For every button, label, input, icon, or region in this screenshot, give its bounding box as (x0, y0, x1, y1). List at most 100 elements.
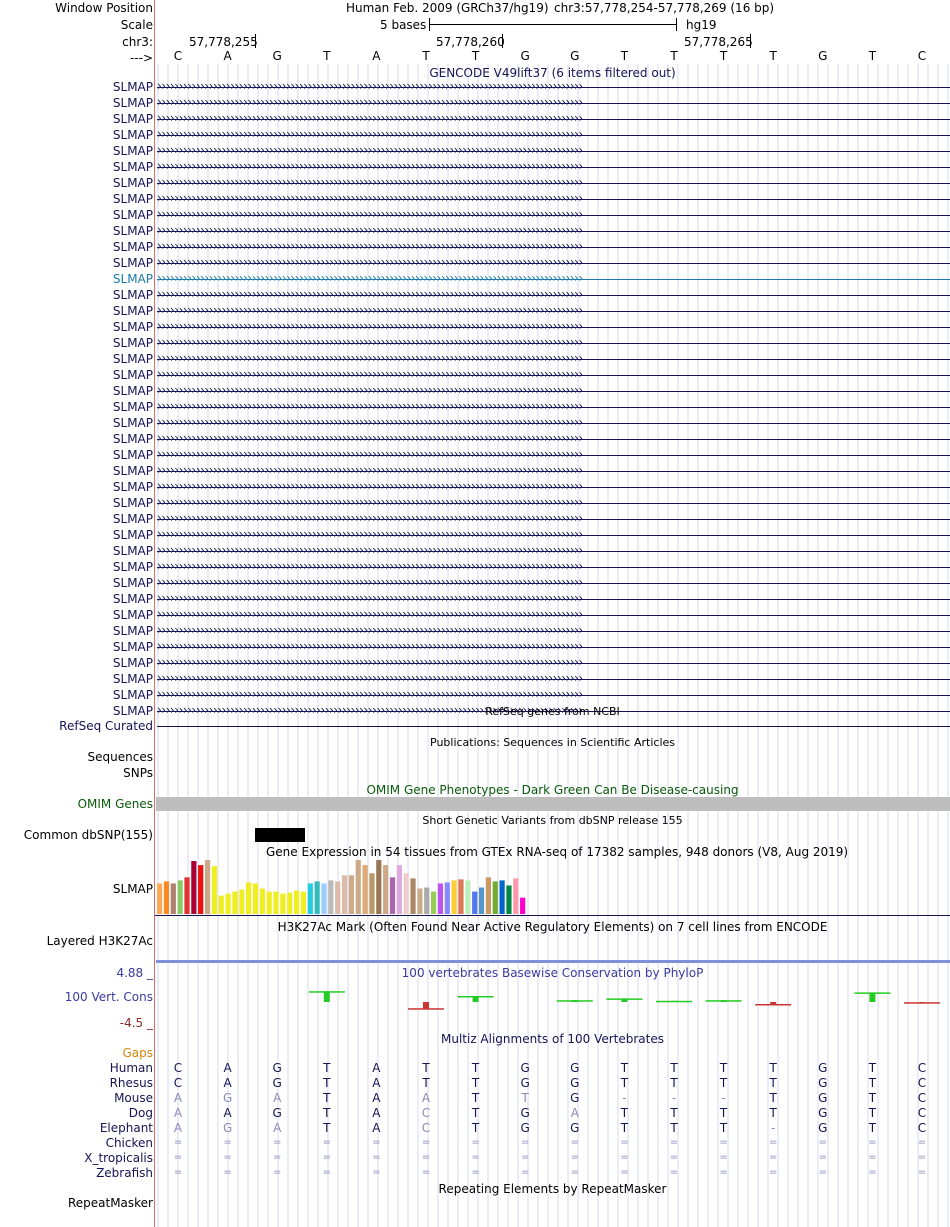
gencode-transcript-label[interactable]: SLMAP (112, 624, 153, 638)
gencode-transcript-row[interactable]: ››››››››››››››››››››››››››››››››››››››››… (157, 176, 950, 190)
gencode-transcript-label[interactable]: SLMAP (112, 672, 153, 686)
gencode-transcript-label[interactable]: SLMAP (112, 640, 153, 654)
gencode-transcript-label[interactable]: SLMAP (112, 368, 153, 382)
gencode-transcript-row[interactable]: ››››››››››››››››››››››››››››››››››››››››… (157, 256, 950, 270)
conservation-plot[interactable] (155, 980, 950, 1025)
gencode-transcript-row[interactable]: ››››››››››››››››››››››››››››››››››››››››… (157, 688, 950, 702)
gencode-transcript-row[interactable]: ››››››››››››››››››››››››››››››››››››››››… (157, 656, 950, 670)
gencode-transcript-label[interactable]: SLMAP (112, 256, 153, 270)
omim-label[interactable]: OMIM Genes (77, 797, 153, 811)
gencode-transcript-label[interactable]: SLMAP (112, 688, 153, 702)
gencode-transcript-row[interactable]: ››››››››››››››››››››››››››››››››››››››››… (157, 240, 950, 254)
gencode-transcript-row[interactable]: ››››››››››››››››››››››››››››››››››››››››… (157, 448, 950, 462)
species-label[interactable]: Chicken (105, 1136, 153, 1150)
gencode-transcript-row[interactable]: ››››››››››››››››››››››››››››››››››››››››… (157, 496, 950, 510)
gencode-transcript-row[interactable]: ››››››››››››››››››››››››››››››››››››››››… (157, 304, 950, 318)
gencode-transcript-label[interactable]: SLMAP (112, 112, 153, 126)
gencode-transcript-row[interactable]: ››››››››››››››››››››››››››››››››››››››››… (157, 112, 950, 126)
dbsnp-variant-mark[interactable] (255, 828, 305, 842)
gencode-transcript-label[interactable]: SLMAP (112, 240, 153, 254)
gencode-transcript-label[interactable]: SLMAP (112, 416, 153, 430)
gencode-transcript-label[interactable]: SLMAP (112, 512, 153, 526)
gencode-transcript-label[interactable]: SLMAP (112, 288, 153, 302)
gencode-transcript-row[interactable]: ››››››››››››››››››››››››››››››››››››››››… (157, 400, 950, 414)
pubs-label-snps[interactable]: SNPs (123, 766, 153, 780)
omim-gene-bar[interactable] (156, 797, 950, 811)
gaps-label[interactable]: Gaps (122, 1046, 153, 1060)
gencode-transcript-label[interactable]: SLMAP (112, 144, 153, 158)
species-label[interactable]: Zebrafish (96, 1166, 153, 1180)
gencode-transcript-label[interactable]: SLMAP (112, 480, 153, 494)
gencode-transcript-label[interactable]: SLMAP (112, 160, 153, 174)
gencode-transcript-label[interactable]: SLMAP (112, 608, 153, 622)
gencode-transcript-row[interactable]: ››››››››››››››››››››››››››››››››››››››››… (157, 512, 950, 526)
gencode-transcript-row[interactable]: ››››››››››››››››››››››››››››››››››››››››… (157, 288, 950, 302)
gencode-transcript-label[interactable]: SLMAP (112, 208, 153, 222)
gencode-transcript-row[interactable]: ››››››››››››››››››››››››››››››››››››››››… (157, 320, 950, 334)
gencode-transcript-label[interactable]: SLMAP (112, 528, 153, 542)
gencode-transcript-label[interactable]: SLMAP (112, 304, 153, 318)
gencode-transcript-row[interactable]: ››››››››››››››››››››››››››››››››››››››››… (157, 416, 950, 430)
gencode-transcript-row[interactable]: ››››››››››››››››››››››››››››››››››››››››… (157, 272, 950, 286)
gencode-transcript-label[interactable]: SLMAP (112, 320, 153, 334)
gencode-transcript-row[interactable]: ››››››››››››››››››››››››››››››››››››››››… (157, 208, 950, 222)
gencode-transcript-row[interactable]: ››››››››››››››››››››››››››››››››››››››››… (157, 608, 950, 622)
gencode-transcript-label[interactable]: SLMAP (112, 560, 153, 574)
gencode-transcript-row[interactable]: ››››››››››››››››››››››››››››››››››››››››… (157, 432, 950, 446)
cons-label[interactable]: 100 Vert. Cons (64, 990, 153, 1004)
gencode-transcript-row[interactable]: ››››››››››››››››››››››››››››››››››››››››… (157, 192, 950, 206)
gencode-transcript-label[interactable]: SLMAP (112, 656, 153, 670)
gencode-transcript-row[interactable]: ››››››››››››››››››››››››››››››››››››››››… (157, 528, 950, 542)
species-label[interactable]: Rhesus (109, 1076, 153, 1090)
species-label[interactable]: Human (109, 1061, 153, 1075)
gencode-transcript-label[interactable]: SLMAP (112, 576, 153, 590)
gencode-transcript-row[interactable]: ››››››››››››››››››››››››››››››››››››››››… (157, 352, 950, 366)
gencode-transcript-row[interactable]: ››››››››››››››››››››››››››››››››››››››››… (157, 640, 950, 654)
species-label[interactable]: Mouse (114, 1091, 153, 1105)
dbsnp-label[interactable]: Common dbSNP(155) (23, 828, 153, 842)
gencode-transcript-row[interactable]: ››››››››››››››››››››››››››››››››››››››››… (157, 672, 950, 686)
gencode-transcript-row[interactable]: ››››››››››››››››››››››››››››››››››››››››… (157, 480, 950, 494)
gencode-transcript-row[interactable]: ››››››››››››››››››››››››››››››››››››››››… (157, 592, 950, 606)
gencode-transcript-label[interactable]: SLMAP (112, 384, 153, 398)
gencode-transcript-row[interactable]: ››››››››››››››››››››››››››››››››››››››››… (157, 96, 950, 110)
gtex-bar-chart[interactable] (155, 858, 950, 916)
gencode-transcript-label[interactable]: SLMAP (112, 496, 153, 510)
gencode-transcript-label[interactable]: SLMAP (112, 96, 153, 110)
gencode-transcript-label[interactable]: SLMAP (112, 400, 153, 414)
gencode-transcript-row[interactable]: ››››››››››››››››››››››››››››››››››››››››… (157, 576, 950, 590)
gencode-transcript-label[interactable]: SLMAP (112, 352, 153, 366)
h3k27ac-label[interactable]: Layered H3K27Ac (46, 934, 153, 948)
gencode-transcript-row[interactable]: ››››››››››››››››››››››››››››››››››››››››… (157, 544, 950, 558)
gencode-transcript-label[interactable]: SLMAP (112, 464, 153, 478)
gencode-transcript-label[interactable]: SLMAP (112, 592, 153, 606)
gtex-label[interactable]: SLMAP (112, 882, 153, 896)
gencode-transcript-row[interactable]: ››››››››››››››››››››››››››››››››››››››››… (157, 224, 950, 238)
gencode-transcript-label[interactable]: SLMAP (112, 80, 153, 94)
species-label[interactable]: X_tropicalis (84, 1151, 153, 1165)
gencode-transcript-label[interactable]: SLMAP (112, 176, 153, 190)
gencode-transcript-row[interactable]: ››››››››››››››››››››››››››››››››››››››››… (157, 144, 950, 158)
gencode-transcript-label[interactable]: SLMAP (112, 128, 153, 142)
gencode-transcript-row[interactable]: ››››››››››››››››››››››››››››››››››››››››… (157, 160, 950, 174)
pubs-label-sequences[interactable]: Sequences (87, 750, 153, 764)
gencode-transcript-label[interactable]: SLMAP (112, 192, 153, 206)
gencode-transcript-label[interactable]: SLMAP (112, 544, 153, 558)
species-label[interactable]: Elephant (99, 1121, 153, 1135)
gencode-transcript-label[interactable]: SLMAP (112, 704, 153, 718)
gencode-transcript-row[interactable]: ››››››››››››››››››››››››››››››››››››››››… (157, 80, 950, 94)
gencode-transcript-label[interactable]: SLMAP (112, 448, 153, 462)
gencode-transcript-label[interactable]: SLMAP (112, 336, 153, 350)
gencode-transcript-row[interactable]: ››››››››››››››››››››››››››››››››››››››››… (157, 128, 950, 142)
gencode-transcript-label[interactable]: SLMAP (112, 224, 153, 238)
refseq-gene-line[interactable] (157, 726, 950, 727)
gencode-transcript-row[interactable]: ››››››››››››››››››››››››››››››››››››››››… (157, 704, 950, 718)
gencode-transcript-label[interactable]: SLMAP (112, 432, 153, 446)
gencode-transcript-row[interactable]: ››››››››››››››››››››››››››››››››››››››››… (157, 560, 950, 574)
gencode-transcript-row[interactable]: ››››››››››››››››››››››››››››››››››››››››… (157, 624, 950, 638)
refseq-label[interactable]: RefSeq Curated (59, 719, 153, 733)
gencode-transcript-row[interactable]: ››››››››››››››››››››››››››››››››››››››››… (157, 368, 950, 382)
gencode-transcript-label[interactable]: SLMAP (112, 272, 153, 286)
species-label[interactable]: Dog (128, 1106, 153, 1120)
repeat-label[interactable]: RepeatMasker (67, 1196, 153, 1210)
